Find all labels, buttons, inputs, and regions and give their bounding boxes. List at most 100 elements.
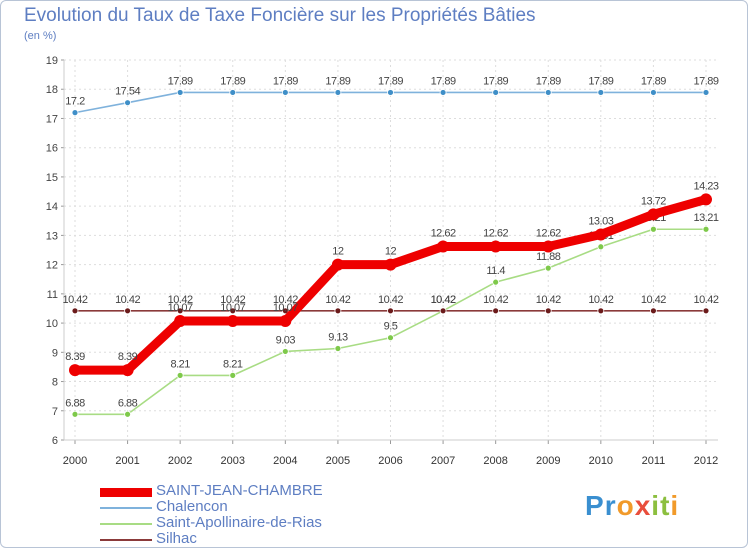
data-label-chalencon: 17.54 [115,86,140,98]
y-tick-label: 7 [52,406,58,418]
data-point-saint-apollinaire-de-rias [71,410,79,418]
data-point-saint-apollinaire-de-rias [281,348,289,355]
data-point-chalencon [650,89,657,96]
data-label-saint-jean-chambre: 12.62 [536,227,561,239]
data-point-silhac [544,307,552,315]
y-tick-label: 12 [46,260,58,272]
data-label-silhac: 10.42 [431,294,456,306]
x-tick-label: 2001 [115,455,139,467]
data-point-silhac [229,307,237,315]
data-label-saint-jean-chambre: 14.23 [693,180,718,192]
x-tick-label: 2007 [431,455,455,467]
data-point-chalencon [124,99,131,107]
data-point-saint-apollinaire-de-rias [702,225,710,233]
data-point-silhac [702,307,710,315]
data-point-silhac [334,307,342,315]
data-label-saint-jean-chambre: 12 [332,246,344,258]
data-label-saint-apollinaire-de-rias: 13.21 [693,212,718,224]
data-point-silhac [387,307,394,315]
chart-title: Evolution du Taux de Taxe Foncière sur l… [24,5,536,26]
y-tick-label: 15 [46,172,58,184]
data-point-chalencon [492,89,500,96]
data-point-saint-apollinaire-de-rias [650,225,657,233]
data-label-silhac: 10.42 [325,294,350,306]
data-label-silhac: 10.42 [588,294,613,306]
data-point-chalencon [229,89,237,96]
data-point-silhac [281,307,289,315]
data-point-saint-jean-chambre [121,364,134,377]
data-label-silhac: 10.42 [168,294,193,306]
data-point-saint-apollinaire-de-rias [387,334,394,342]
data-point-silhac [71,307,79,315]
data-label-saint-jean-chambre: 8.39 [118,351,138,363]
data-label-chalencon: 17.89 [325,75,350,87]
y-tick-label: 16 [46,143,58,155]
legend-label: SAINT-JEAN-CHAMBRE [156,482,323,499]
logo-letter: x [634,490,652,521]
data-label-chalencon: 17.89 [273,75,298,87]
data-label-saint-apollinaire-de-rias: 6.88 [65,397,85,409]
data-label-saint-jean-chambre: 13.72 [641,195,666,207]
x-tick-label: 2008 [483,455,507,467]
data-label-silhac: 10.42 [536,294,561,306]
data-label-chalencon: 17.89 [378,75,403,87]
x-tick-label: 2004 [273,455,297,467]
data-point-saint-apollinaire-de-rias [597,243,605,251]
data-point-saint-jean-chambre [69,364,81,377]
y-tick-label: 17 [46,113,58,125]
data-label-chalencon: 17.89 [641,75,666,87]
logo-letter: P [585,490,605,521]
data-point-silhac [492,307,500,315]
data-label-silhac: 10.42 [483,294,508,306]
y-tick-label: 8 [52,377,58,389]
data-label-chalencon: 17.89 [168,75,193,87]
data-label-saint-apollinaire-de-rias: 9.5 [384,321,398,333]
y-axis-unit: (en %) [24,30,57,42]
data-label-chalencon: 17.89 [536,75,561,87]
data-point-saint-jean-chambre [384,258,397,271]
data-label-chalencon: 17.89 [588,75,613,87]
data-label-silhac: 10.42 [62,294,87,306]
data-label-silhac: 10.42 [693,294,718,306]
data-label-saint-jean-chambre: 12.62 [483,227,508,239]
data-label-saint-apollinaire-de-rias: 6.88 [118,397,138,409]
x-tick-label: 2000 [63,455,87,467]
data-label-saint-apollinaire-de-rias: 10.42 [431,294,456,306]
data-point-saint-jean-chambre [594,228,607,241]
data-point-saint-apollinaire-de-rias [492,278,500,286]
data-label-saint-jean-chambre: 10.07 [220,302,245,314]
data-point-saint-jean-chambre [331,258,344,271]
data-point-chalencon [281,89,289,96]
data-point-silhac [124,307,131,315]
data-label-saint-jean-chambre: 10.07 [273,302,298,314]
y-tick-label: 13 [46,230,58,242]
data-point-saint-apollinaire-de-rias [124,410,131,418]
data-label-saint-jean-chambre: 8.39 [65,351,85,363]
data-point-saint-jean-chambre [226,315,239,328]
data-point-chalencon [176,89,184,96]
data-label-saint-apollinaire-de-rias: 9.13 [328,332,348,344]
legend-label: Chalencon [156,498,228,515]
data-point-silhac [650,307,657,315]
data-point-chalencon [544,89,552,96]
data-point-saint-jean-chambre [647,208,660,221]
data-point-saint-apollinaire-de-rias [334,345,342,352]
data-label-saint-jean-chambre: 10.07 [168,302,193,314]
data-label-silhac: 10.42 [115,294,140,306]
data-label-saint-apollinaire-de-rias: 8.21 [170,358,190,370]
data-point-saint-jean-chambre [279,315,292,328]
data-point-saint-jean-chambre [700,193,712,206]
legend-swatch [100,539,152,541]
logo-letter: o [616,490,635,521]
logo-letter: r [604,490,617,521]
data-label-silhac: 10.42 [378,294,403,306]
x-tick-label: 2009 [536,455,560,467]
y-tick-label: 6 [52,435,58,447]
y-tick-label: 14 [46,201,58,213]
data-label-chalencon: 17.2 [65,96,85,108]
y-tick-label: 18 [46,84,58,96]
data-label-saint-apollinaire-de-rias: 11.4 [486,265,505,277]
legend-swatch [100,523,152,525]
legend-swatch [100,487,152,497]
legend-label: Silhac [156,530,197,547]
